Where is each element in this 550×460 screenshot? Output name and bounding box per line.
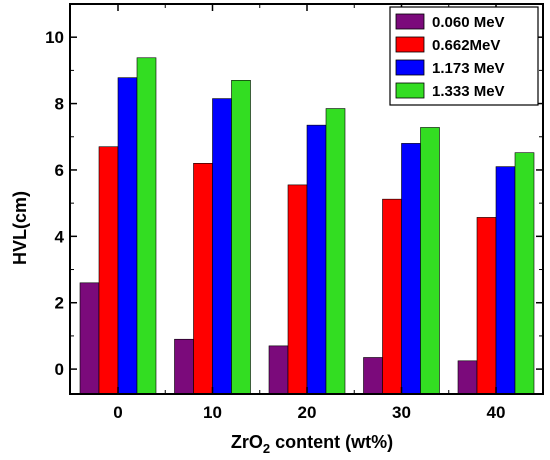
x-tick-label: 30	[392, 403, 411, 422]
y-axis-label: HVL(cm)	[10, 191, 30, 265]
bar-series-2-cat-2	[306, 124, 327, 395]
y-tick-label: 0	[55, 360, 64, 379]
bar-series-1-cat-0	[98, 146, 119, 395]
legend-swatch-0	[395, 13, 425, 30]
bar-series-1-cat-1	[193, 163, 213, 395]
x-tick-label: 0	[113, 403, 122, 422]
legend-label-3: 1.333 MeV	[432, 83, 505, 100]
bar-series-2-cat-4	[495, 166, 516, 395]
legend-label-1: 0.662MeV	[432, 37, 500, 54]
bar-series-1-cat-4	[476, 217, 497, 395]
legend-swatch-3	[395, 82, 425, 99]
bar-series-0-cat-4	[457, 360, 478, 395]
bar-series-0-cat-3	[363, 357, 383, 395]
legend-label-0: 0.060 MeV	[432, 14, 505, 31]
bar-series-0-cat-2	[268, 345, 289, 395]
bar-series-1-cat-2	[287, 184, 308, 395]
bar-series-3-cat-4	[514, 152, 535, 395]
bar-series-3-cat-0	[136, 57, 157, 395]
y-tick-label: 6	[55, 161, 64, 180]
x-axis-label-main: ZrO	[231, 432, 263, 452]
axes-layer: 0 2 4 6 8 10 0 10 20 30 40	[45, 3, 544, 422]
x-axis-label-subscript: 2	[263, 441, 270, 456]
bar-series-1-cat-3	[382, 198, 402, 395]
bar-series-0-cat-1	[174, 338, 194, 395]
bar-series-2-cat-0	[117, 77, 138, 395]
bar-series-2-cat-1	[212, 98, 232, 395]
bar-series-0-cat-0	[79, 282, 100, 395]
x-tick-label: 20	[298, 403, 317, 422]
y-tick-label: 10	[45, 28, 64, 47]
bar-series-3-cat-3	[420, 127, 440, 395]
x-axis-label: ZrO2 content (wt%)	[231, 432, 393, 456]
legend: 0.060 MeV 0.662MeV 1.173 MeV 1.333 MeV	[389, 6, 539, 106]
x-tick-label: 40	[487, 403, 506, 422]
bar-series-2-cat-3	[401, 143, 421, 395]
bar-series-3-cat-2	[325, 108, 346, 395]
x-tick-label: 10	[203, 403, 222, 422]
x-axis-label-tail: content (wt%)	[270, 432, 393, 452]
bar-series-3-cat-1	[231, 80, 251, 395]
legend-swatch-2	[395, 59, 425, 76]
legend-swatch-1	[395, 36, 425, 53]
y-tick-label: 2	[55, 294, 64, 313]
y-tick-label: 4	[55, 227, 65, 246]
legend-label-2: 1.173 MeV	[432, 60, 505, 77]
y-tick-label: 8	[55, 95, 64, 114]
bars-layer	[79, 57, 535, 395]
